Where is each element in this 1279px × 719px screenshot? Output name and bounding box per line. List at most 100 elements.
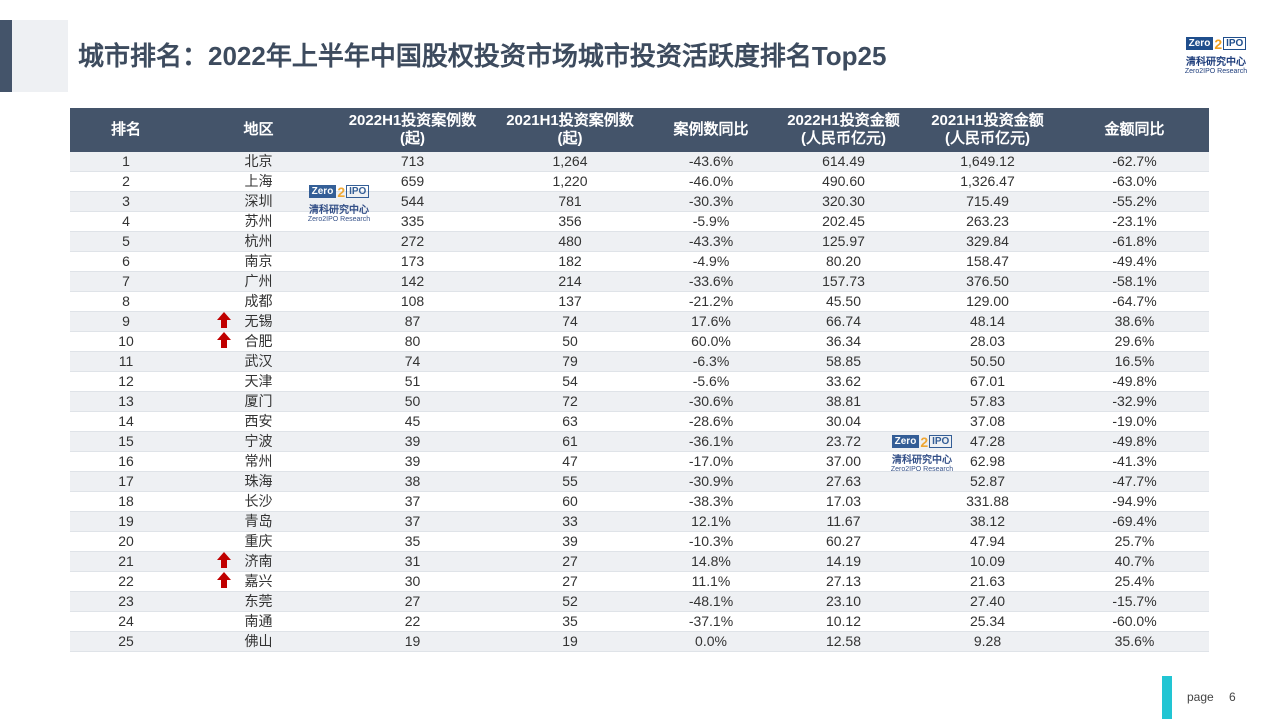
table-cell: 1,326.47 — [915, 171, 1060, 192]
table-cell: 37.08 — [915, 411, 1060, 432]
table-cell: 15 — [70, 431, 182, 452]
table-cell: 67.01 — [915, 371, 1060, 392]
table-cell: 11.1% — [650, 571, 772, 592]
table-row: 25 佛山 19 19 0.0% 12.58 9.28 35.6% — [70, 631, 1209, 652]
table-cell: 23.72 — [772, 431, 915, 452]
column-header: 2022H1投资金额 (人民币亿元) — [772, 108, 915, 152]
table-cell: 331.88 — [915, 491, 1060, 512]
table-cell: 63 — [490, 411, 650, 432]
table-cell: 50 — [335, 391, 490, 412]
table-cell: 61 — [490, 431, 650, 452]
table-row: 18 长沙 37 60 -38.3% 17.03 331.88 -94.9% — [70, 491, 1209, 512]
table-cell: 51 — [335, 371, 490, 392]
table-cell: -64.7% — [1060, 291, 1209, 312]
table-cell: 19 — [335, 631, 490, 652]
table-cell: 5 — [70, 231, 182, 252]
table-cell: 22 — [70, 571, 182, 592]
table-cell: 济南 — [182, 551, 335, 572]
table-cell: -41.3% — [1060, 451, 1209, 472]
table-cell: 常州 — [182, 451, 335, 472]
table-cell: 108 — [335, 291, 490, 312]
logo-text: IPO — [346, 185, 370, 198]
table-row: 3 深圳 544 781 -30.3% 320.30 715.49 -55.2% — [70, 191, 1209, 212]
table-row: 16 常州 39 47 -17.0% 37.00 62.98 -41.3% — [70, 451, 1209, 472]
table-cell: 80.20 — [772, 251, 915, 272]
logo-en: Zero2IPO Research — [307, 216, 371, 223]
table-cell: -46.0% — [650, 171, 772, 192]
table-cell: 544 — [335, 191, 490, 212]
table-cell: 329.84 — [915, 231, 1060, 252]
table-row: 20 重庆 35 39 -10.3% 60.27 47.94 25.7% — [70, 531, 1209, 552]
table-cell: -5.6% — [650, 371, 772, 392]
table-cell: 武汉 — [182, 351, 335, 372]
table-row: 1 北京 713 1,264 -43.6% 614.49 1,649.12 -62.7% — [70, 152, 1209, 172]
table-row: 12 天津 51 54 -5.6% 33.62 67.01 -49.8% — [70, 371, 1209, 392]
table-cell: 47.94 — [915, 531, 1060, 552]
table-cell: 南京 — [182, 251, 335, 272]
table-cell: 158.47 — [915, 251, 1060, 272]
logo-text: IPO — [929, 435, 953, 448]
table-cell: -36.1% — [650, 431, 772, 452]
table-cell: 33.62 — [772, 371, 915, 392]
table-cell: 2 — [70, 171, 182, 192]
table-cell: 182 — [490, 251, 650, 272]
table-row: 13 厦门 50 72 -30.6% 38.81 57.83 -32.9% — [70, 391, 1209, 412]
table-cell: 39 — [335, 431, 490, 452]
table-row: 24 南通 22 35 -37.1% 10.12 25.34 -60.0% — [70, 611, 1209, 632]
table-row: 15 宁波 39 61 -36.1% 23.72 47.28 -49.8% — [70, 431, 1209, 452]
logo-en: Zero2IPO Research — [890, 466, 954, 473]
table-row: 23 东莞 27 52 -48.1% 23.10 27.40 -15.7% — [70, 591, 1209, 612]
table-cell: -21.2% — [650, 291, 772, 312]
table-cell: 宁波 — [182, 431, 335, 452]
table-cell: 22 — [335, 611, 490, 632]
table-cell: 1,649.12 — [915, 152, 1060, 172]
column-header: 排名 — [70, 108, 182, 152]
table-cell: -60.0% — [1060, 611, 1209, 632]
table-row: 22 嘉兴 30 27 11.1% 27.13 21.63 25.4% — [70, 571, 1209, 592]
table-cell: 1 — [70, 152, 182, 172]
logo-en: Zero2IPO Research — [1184, 68, 1248, 75]
up-arrow — [217, 312, 231, 328]
table-cell: -49.8% — [1060, 431, 1209, 452]
logo-mark: Zero 2 IPO — [1183, 36, 1249, 52]
logo-text: Zero — [891, 435, 920, 448]
table-cell: 39 — [490, 531, 650, 552]
table-cell: 12 — [70, 371, 182, 392]
table-cell: 37 — [335, 511, 490, 532]
logo-text: IPO — [1223, 37, 1247, 50]
table-cell: -38.3% — [650, 491, 772, 512]
table-row: 19 青岛 37 33 12.1% 11.67 38.12 -69.4% — [70, 511, 1209, 532]
up-arrow — [217, 332, 231, 348]
table-cell: 佛山 — [182, 631, 335, 652]
table-cell: 55 — [490, 471, 650, 492]
logo-cn: 清科研究中心 — [1186, 57, 1246, 68]
table-cell: 7 — [70, 271, 182, 292]
table-cell: 12.1% — [650, 511, 772, 532]
table-cell: 60 — [490, 491, 650, 512]
table-cell: -30.6% — [650, 391, 772, 412]
column-header: 2022H1投资案例数 (起) — [335, 108, 490, 152]
table-cell: 36.34 — [772, 331, 915, 352]
table-cell: 60.0% — [650, 331, 772, 352]
table-cell: 17 — [70, 471, 182, 492]
table-cell: 47 — [490, 451, 650, 472]
table-cell: 9.28 — [915, 631, 1060, 652]
table-cell: 1,220 — [490, 171, 650, 192]
table-cell: 335 — [335, 211, 490, 232]
table-cell: 9 — [70, 311, 182, 332]
watermark: Zero 2 IPO 清科研究中心 Zero2IPO Research — [889, 434, 955, 474]
table-cell: 23 — [70, 591, 182, 612]
table-cell: -49.8% — [1060, 371, 1209, 392]
table-cell: 23.10 — [772, 591, 915, 612]
table-cell: 6 — [70, 251, 182, 272]
table-cell: 27 — [335, 591, 490, 612]
table-cell: 25.34 — [915, 611, 1060, 632]
table-cell: -69.4% — [1060, 511, 1209, 532]
table-cell: 无锡 — [182, 311, 335, 332]
table-row: 7 广州 142 214 -33.6% 157.73 376.50 -58.1% — [70, 271, 1209, 292]
table-cell: 33 — [490, 511, 650, 532]
table-cell: 57.83 — [915, 391, 1060, 412]
table-cell: 80 — [335, 331, 490, 352]
table-cell: 38 — [335, 471, 490, 492]
